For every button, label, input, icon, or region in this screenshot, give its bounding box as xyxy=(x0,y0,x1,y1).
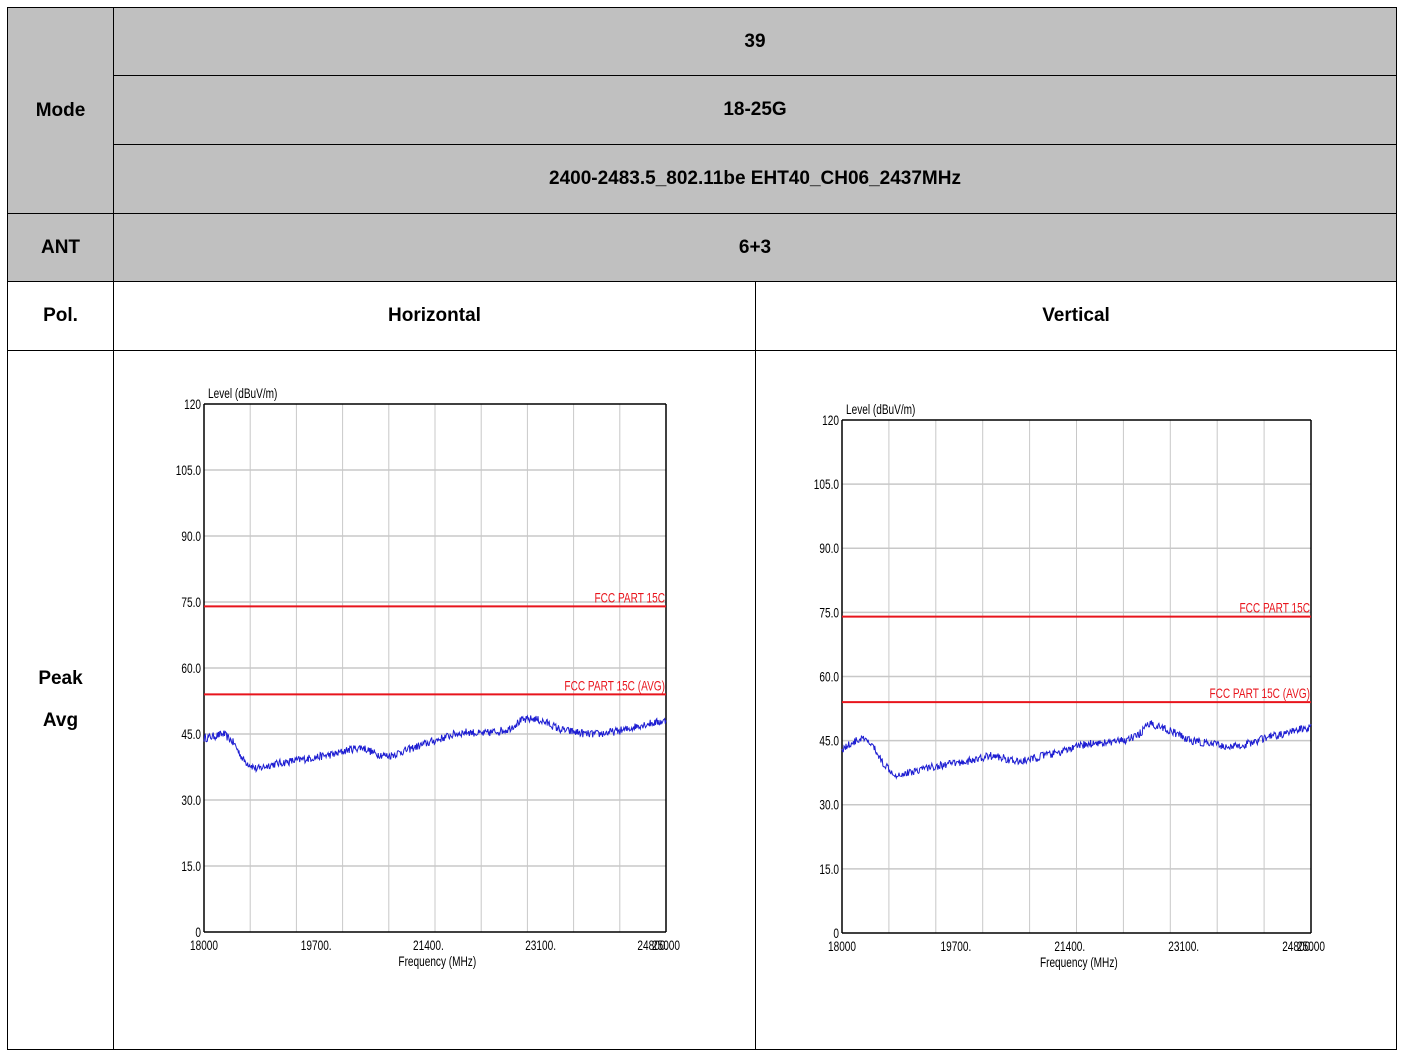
y-axis-label: Level (dBuV/m) xyxy=(846,401,915,417)
x-tick-label: 19700. xyxy=(301,937,332,953)
y-tick-label: 90.0 xyxy=(181,528,201,544)
x-tick-label: 24800. xyxy=(1282,938,1313,954)
x-tick-label: 23100. xyxy=(525,937,556,953)
pol-label-cell: Pol. xyxy=(7,281,114,351)
pol-vertical-cell: Vertical xyxy=(755,281,1397,351)
band-cell: 18-25G xyxy=(113,75,1397,145)
y-tick-label: 45.0 xyxy=(181,726,201,742)
x-axis-label: Frequency (MHz) xyxy=(1040,954,1118,970)
mode-label: Mode xyxy=(35,99,86,121)
y-tick-label: 105.0 xyxy=(814,477,839,493)
ant-label: ANT xyxy=(40,236,81,258)
y-axis-label: Level (dBuV/m) xyxy=(208,385,277,401)
x-tick-label: 25000 xyxy=(652,937,680,953)
channel-value: 39 xyxy=(744,30,766,52)
y-tick-label: 105.0 xyxy=(176,462,201,478)
x-tick-label: 21400. xyxy=(413,937,444,953)
y-tick-label: 90.0 xyxy=(819,541,839,557)
limit-line-label: FCC PART 15C (AVG) xyxy=(564,678,665,694)
mode-label-cell: Mode xyxy=(7,7,114,214)
x-tick-label: 18000 xyxy=(828,938,856,954)
x-tick-label: 21400. xyxy=(1054,938,1085,954)
limit-line-label: FCC PART 15C xyxy=(594,590,665,606)
y-tick-label: 120 xyxy=(822,412,839,428)
pol-horizontal: Horizontal xyxy=(388,305,481,326)
detector-peak: Peak xyxy=(38,668,83,689)
limit-line-label: FCC PART 15C (AVG) xyxy=(1209,686,1310,702)
ant-label-cell: ANT xyxy=(7,213,114,282)
vertical-chart: 0 15.0 30.0 45.0 60.0 75.0 90.0 105.0 120 Level (… xyxy=(814,401,1325,970)
y-tick-label: 0 xyxy=(195,924,201,940)
y-tick-label: 60.0 xyxy=(819,669,839,685)
limit-line-label: FCC PART 15C xyxy=(1239,600,1310,616)
y-tick-label: 75.0 xyxy=(181,594,201,610)
x-tick-label: 24800. xyxy=(637,937,668,953)
measurement-trace xyxy=(841,720,1312,780)
ant-value: 6+3 xyxy=(738,236,772,258)
config-cell: 2400-2483.5_802.11be EHT40_CH06_2437MHz xyxy=(113,144,1397,214)
band-value: 18-25G xyxy=(723,99,787,120)
pol-vertical: Vertical xyxy=(1042,305,1110,326)
x-tick-label: 25000 xyxy=(1297,938,1325,954)
channel-cell: 39 xyxy=(113,7,1397,76)
detector-label-cell: Peak Avg xyxy=(7,350,114,1050)
y-tick-label: 15.0 xyxy=(181,858,201,874)
config-value: 2400-2483.5_802.11be EHT40_CH06_2437MHz xyxy=(549,168,961,189)
y-tick-label: 0 xyxy=(833,925,839,941)
y-tick-label: 60.0 xyxy=(181,660,201,676)
y-tick-label: 75.0 xyxy=(819,605,839,621)
measurement-trace xyxy=(203,714,667,773)
x-tick-label: 19700. xyxy=(940,938,971,954)
y-tick-label: 30.0 xyxy=(819,797,839,813)
y-tick-label: 15.0 xyxy=(819,861,839,877)
x-axis-label: Frequency (MHz) xyxy=(398,953,476,969)
x-tick-label: 18000 xyxy=(190,937,218,953)
ant-value-cell: 6+3 xyxy=(113,213,1397,282)
y-tick-label: 30.0 xyxy=(181,792,201,808)
horizontal-chart: 0 15.0 30.0 45.0 60.0 75.0 90.0 105.0 120 Level (… xyxy=(176,385,680,969)
pol-label: Pol. xyxy=(43,305,78,326)
x-tick-label: 23100. xyxy=(1168,938,1199,954)
y-tick-label: 120 xyxy=(184,396,201,412)
detector-avg: Avg xyxy=(42,710,79,731)
pol-horizontal-cell: Horizontal xyxy=(113,281,756,351)
y-tick-label: 45.0 xyxy=(819,733,839,749)
